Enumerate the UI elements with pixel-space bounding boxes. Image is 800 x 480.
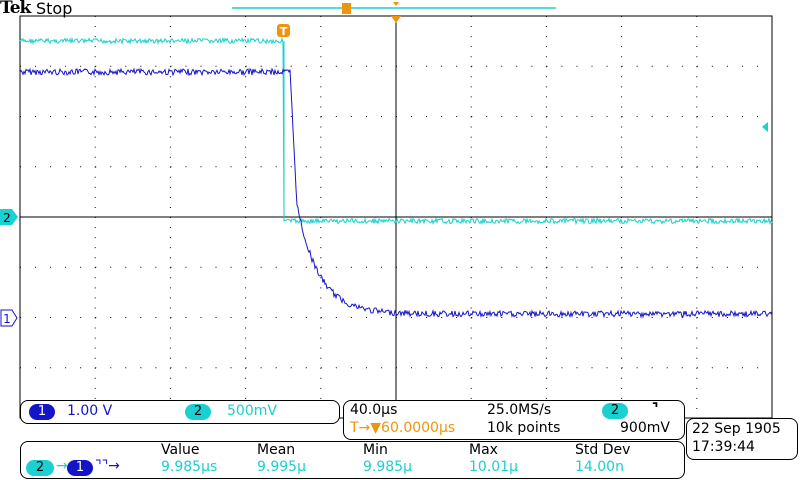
trigger-source-badge[interactable]: 2 xyxy=(602,403,628,419)
trigger-level-marker[interactable] xyxy=(762,122,768,132)
trigger-marker-label: T xyxy=(280,25,288,38)
tek-logo: Tek xyxy=(0,0,31,18)
arrow-icon: → xyxy=(56,458,68,474)
datetime-panel: 22 Sep 1905 17:39:44 xyxy=(686,418,798,460)
delay-measure-icon: ⌝⌝→ xyxy=(95,458,120,474)
channel-scale-panel: 1 1.00 V 2 500mV xyxy=(20,400,340,424)
measure-source2-badge: 2 xyxy=(26,460,54,476)
trigger-level[interactable]: 900mV xyxy=(620,420,670,436)
ch1-ground-marker[interactable]: 1 xyxy=(0,309,18,327)
graticule xyxy=(19,15,773,419)
ch2-badge[interactable]: 2 xyxy=(185,404,211,420)
ch2-scale[interactable]: 500mV xyxy=(227,403,277,419)
ch2-ground-marker[interactable]: 2 xyxy=(0,209,18,225)
header-min: Min xyxy=(363,442,388,458)
trigger-position-small-marker xyxy=(393,2,399,6)
record-length: 10k points xyxy=(487,420,561,436)
value-mean: 9.995µ xyxy=(257,459,306,475)
value-max: 10.01µ xyxy=(469,459,518,475)
value-std-dev: 14.00n xyxy=(575,459,624,475)
header-value: Value xyxy=(161,442,200,458)
svg-text:2: 2 xyxy=(3,211,11,225)
record-trigger-marker xyxy=(342,3,351,14)
trigger-marker-icon xyxy=(277,24,290,37)
date: 22 Sep 1905 xyxy=(692,421,781,437)
value-value: 9.985µs xyxy=(161,459,218,475)
header-std-dev: Std Dev xyxy=(575,442,631,458)
header-max: Max xyxy=(469,442,498,458)
ch1-trace xyxy=(19,67,773,319)
time: 17:39:44 xyxy=(692,439,755,455)
svg-text:1: 1 xyxy=(3,312,11,326)
header-mean: Mean xyxy=(257,442,296,458)
horizontal-scale[interactable]: 40.0µs xyxy=(350,402,398,418)
timebase-panel: 40.0µs 25.0MS/s 2 ⌝ T→▼60.0000µs 10k poi… xyxy=(343,400,685,440)
trigger-position-marker xyxy=(391,16,401,23)
value-min: 9.985µ xyxy=(363,459,412,475)
acquisition-state: Stop xyxy=(36,0,73,18)
measurement-panel: 2 → 1 ⌝⌝→ Value Mean Min Max Std Dev 9.9… xyxy=(20,441,685,479)
ch1-badge[interactable]: 1 xyxy=(29,404,55,420)
falling-edge-icon: ⌝ xyxy=(652,401,659,417)
ch1-scale[interactable]: 1.00 V xyxy=(67,403,113,419)
measure-source1-badge: 1 xyxy=(67,460,93,476)
sample-rate: 25.0MS/s xyxy=(487,402,552,418)
trigger-position[interactable]: T→▼60.0000µs xyxy=(350,420,456,436)
